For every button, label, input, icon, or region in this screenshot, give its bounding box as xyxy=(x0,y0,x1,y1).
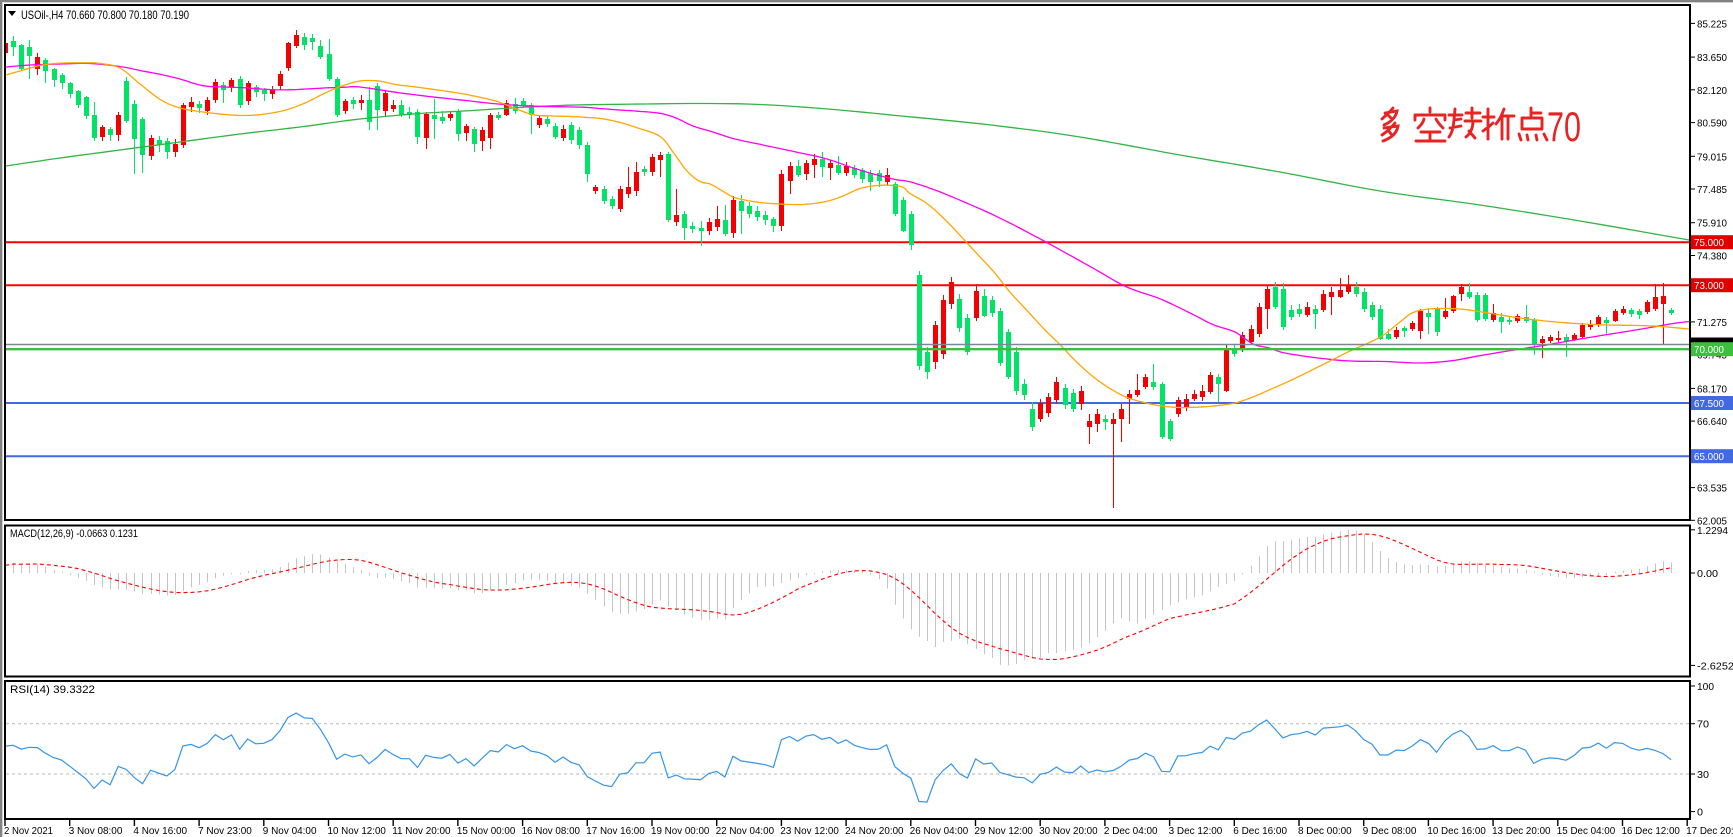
svg-text:29 Nov 12:00: 29 Nov 12:00 xyxy=(975,825,1034,837)
svg-text:23 Nov 12:00: 23 Nov 12:00 xyxy=(780,825,839,837)
svg-text:16 Dec 12:00: 16 Dec 12:00 xyxy=(1622,825,1681,837)
svg-text:80.590: 80.590 xyxy=(1697,118,1727,130)
svg-text:0: 0 xyxy=(1697,807,1703,819)
svg-text:71.275: 71.275 xyxy=(1697,317,1727,329)
svg-text:3 Nov 08:00: 3 Nov 08:00 xyxy=(69,825,123,837)
svg-text:13 Dec 20:00: 13 Dec 20:00 xyxy=(1492,825,1551,837)
svg-text:75.000: 75.000 xyxy=(1694,237,1724,249)
svg-text:22 Nov 04:00: 22 Nov 04:00 xyxy=(716,825,775,837)
svg-text:83.650: 83.650 xyxy=(1697,52,1727,64)
svg-text:0.00: 0.00 xyxy=(1697,568,1718,580)
svg-text:63.535: 63.535 xyxy=(1697,483,1727,495)
svg-text:70: 70 xyxy=(1697,719,1709,731)
svg-text:6 Dec 16:00: 6 Dec 16:00 xyxy=(1233,825,1287,837)
svg-text:75.910: 75.910 xyxy=(1697,218,1727,230)
svg-text:19 Nov 00:00: 19 Nov 00:00 xyxy=(651,825,710,837)
svg-text:67.500: 67.500 xyxy=(1694,398,1724,410)
svg-text:RSI(14) 39.3322: RSI(14) 39.3322 xyxy=(10,684,95,696)
svg-text:9 Nov 04:00: 9 Nov 04:00 xyxy=(263,825,317,837)
svg-text:30: 30 xyxy=(1697,769,1709,781)
svg-text:7 Nov 23:00: 7 Nov 23:00 xyxy=(198,825,252,837)
svg-text:79.015: 79.015 xyxy=(1697,151,1727,163)
svg-text:24 Nov 20:00: 24 Nov 20:00 xyxy=(845,825,904,837)
svg-text:16 Nov 08:00: 16 Nov 08:00 xyxy=(522,825,581,837)
svg-text:74.380: 74.380 xyxy=(1697,251,1727,263)
svg-text:62.005: 62.005 xyxy=(1697,515,1727,527)
svg-text:73.000: 73.000 xyxy=(1694,280,1724,292)
svg-text:9 Dec 08:00: 9 Dec 08:00 xyxy=(1363,825,1417,837)
svg-text:MACD(12,26,9) -0.0663 0.1231: MACD(12,26,9) -0.0663 0.1231 xyxy=(10,528,138,540)
svg-text:100: 100 xyxy=(1697,681,1714,693)
svg-text:17 Nov 16:00: 17 Nov 16:00 xyxy=(586,825,645,837)
svg-text:1.2294: 1.2294 xyxy=(1697,525,1728,537)
svg-text:70.000: 70.000 xyxy=(1694,344,1724,356)
svg-text:68.170: 68.170 xyxy=(1697,383,1727,395)
svg-text:2 Nov 2021: 2 Nov 2021 xyxy=(4,825,53,837)
svg-text:15 Nov 00:00: 15 Nov 00:00 xyxy=(457,825,516,837)
svg-text:17 Dec 20:00: 17 Dec 20:00 xyxy=(1686,825,1733,837)
svg-text:2 Dec 04:00: 2 Dec 04:00 xyxy=(1104,825,1158,837)
svg-text:8 Dec 00:00: 8 Dec 00:00 xyxy=(1298,825,1352,837)
svg-text:82.120: 82.120 xyxy=(1697,85,1727,97)
svg-text:77.485: 77.485 xyxy=(1697,184,1727,196)
svg-text:3 Dec 12:00: 3 Dec 12:00 xyxy=(1169,825,1223,837)
svg-text:70: 70 xyxy=(1547,103,1581,150)
svg-text:15 Dec 04:00: 15 Dec 04:00 xyxy=(1557,825,1616,837)
svg-text:85.225: 85.225 xyxy=(1697,18,1727,30)
svg-text:10 Dec 16:00: 10 Dec 16:00 xyxy=(1427,825,1486,837)
svg-text:-2.6252: -2.6252 xyxy=(1697,660,1733,672)
svg-text:66.640: 66.640 xyxy=(1697,416,1727,428)
svg-text:26 Nov 04:00: 26 Nov 04:00 xyxy=(910,825,969,837)
svg-text:30 Nov 20:00: 30 Nov 20:00 xyxy=(1039,825,1098,837)
svg-text:11 Nov 20:00: 11 Nov 20:00 xyxy=(392,825,451,837)
svg-text:65.000: 65.000 xyxy=(1694,451,1724,463)
svg-text:10 Nov 12:00: 10 Nov 12:00 xyxy=(328,825,387,837)
svg-text:USOil-,H4 70.660 70.800 70.18: USOil-,H4 70.660 70.800 70.180 70.190 xyxy=(21,8,189,22)
svg-text:4 Nov 16:00: 4 Nov 16:00 xyxy=(133,825,187,837)
